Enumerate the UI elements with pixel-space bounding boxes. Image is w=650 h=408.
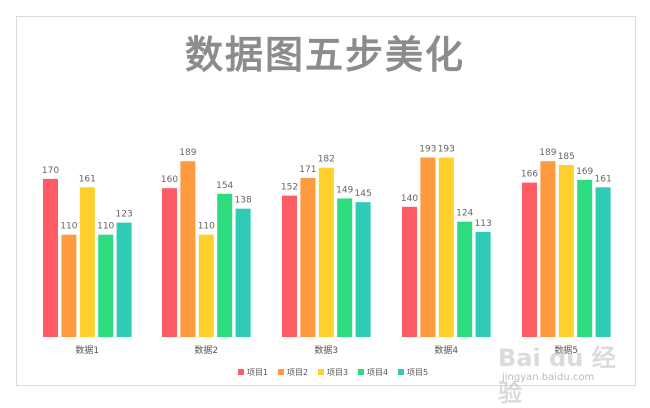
value-label-1-3: 161: [79, 174, 96, 184]
legend-label-1: 项目1: [247, 368, 268, 377]
watermark-logo: Bai du 经验: [498, 344, 616, 407]
bar-3-4: [337, 198, 353, 337]
value-label-2-4: 154: [216, 181, 233, 191]
category-label-3: 数据3: [314, 344, 338, 356]
bar-4-5: [475, 231, 491, 337]
category-label-4: 数据4: [434, 344, 458, 356]
bar-3-5: [355, 202, 371, 337]
value-label-5-5: 161: [595, 174, 612, 184]
value-label-3-2: 171: [299, 165, 316, 175]
category-label-5: 数据5: [554, 344, 578, 356]
legend-swatch-2: [278, 369, 284, 375]
value-label-1-5: 123: [116, 210, 133, 220]
value-label-4-4: 124: [456, 209, 473, 219]
bar-1-4: [98, 234, 114, 337]
bar-5-1: [522, 182, 537, 337]
bar-3-2: [300, 177, 316, 337]
category-axis: 数据1 数据2 数据3 数据4 数据5: [75, 344, 578, 356]
bar-3-3: [318, 167, 334, 337]
watermark: Bai du 经验 jingyan.baidu.com: [498, 338, 638, 407]
bar-2-5: [235, 208, 251, 337]
category-label-2: 数据2: [194, 344, 218, 356]
bar-2-4: [217, 193, 233, 337]
bar-1-2: [61, 234, 77, 337]
value-label-4-1: 140: [401, 194, 418, 204]
legend-swatch-4: [358, 369, 364, 375]
chart-title: 数据图五步美化: [184, 33, 465, 77]
value-label-3-3: 182: [318, 155, 335, 165]
legend-label-5: 项目5: [407, 368, 428, 377]
value-label-5-1: 166: [521, 170, 538, 180]
legend-swatch-3: [318, 369, 324, 375]
legend-label-3: 项目3: [327, 368, 348, 377]
bar-3-1: [282, 195, 297, 337]
value-label-4-5: 113: [475, 219, 492, 229]
bar-4-2: [420, 157, 436, 337]
bar-2-2: [180, 161, 196, 337]
bar-2-1: [162, 188, 177, 337]
bar-1-3: [79, 187, 95, 337]
legend-swatch-1: [238, 369, 244, 375]
category-label-1: 数据1: [75, 344, 99, 356]
value-label-1-4: 110: [97, 222, 114, 232]
bar-5-3: [558, 164, 574, 337]
value-label-5-3: 185: [558, 152, 575, 162]
value-label-2-1: 160: [161, 175, 178, 185]
watermark-url: jingyan.baidu.com: [502, 372, 595, 383]
legend: 项目1 项目2 项目3 项目4 项目5: [238, 368, 428, 377]
value-label-5-2: 189: [539, 148, 556, 158]
value-label-2-5: 138: [235, 196, 252, 206]
value-label-3-5: 145: [355, 189, 372, 199]
legend-swatch-5: [398, 369, 404, 375]
value-label-3-1: 152: [281, 183, 298, 193]
labels-layer: 1701101611101231601891101541381521711821…: [42, 145, 612, 232]
value-label-3-4: 149: [336, 185, 353, 195]
value-label-4-3: 193: [438, 145, 455, 155]
bar-4-3: [438, 157, 454, 337]
bar-4-1: [402, 206, 417, 337]
value-label-1-1: 170: [42, 166, 59, 176]
bars-layer: [43, 157, 611, 337]
bar-5-5: [595, 187, 611, 337]
legend-label-2: 项目2: [287, 368, 308, 377]
bar-1-1: [43, 178, 58, 337]
value-label-2-2: 189: [179, 148, 196, 158]
value-label-2-3: 110: [198, 222, 215, 232]
bar-2-3: [198, 234, 214, 337]
value-label-4-2: 193: [419, 145, 436, 155]
value-label-5-4: 169: [576, 167, 593, 177]
bar-5-4: [577, 179, 593, 337]
value-label-1-2: 110: [60, 222, 77, 232]
bar-5-2: [540, 161, 556, 337]
bar-4-4: [457, 221, 473, 337]
legend-label-4: 项目4: [367, 368, 388, 377]
bar-1-5: [116, 222, 132, 337]
